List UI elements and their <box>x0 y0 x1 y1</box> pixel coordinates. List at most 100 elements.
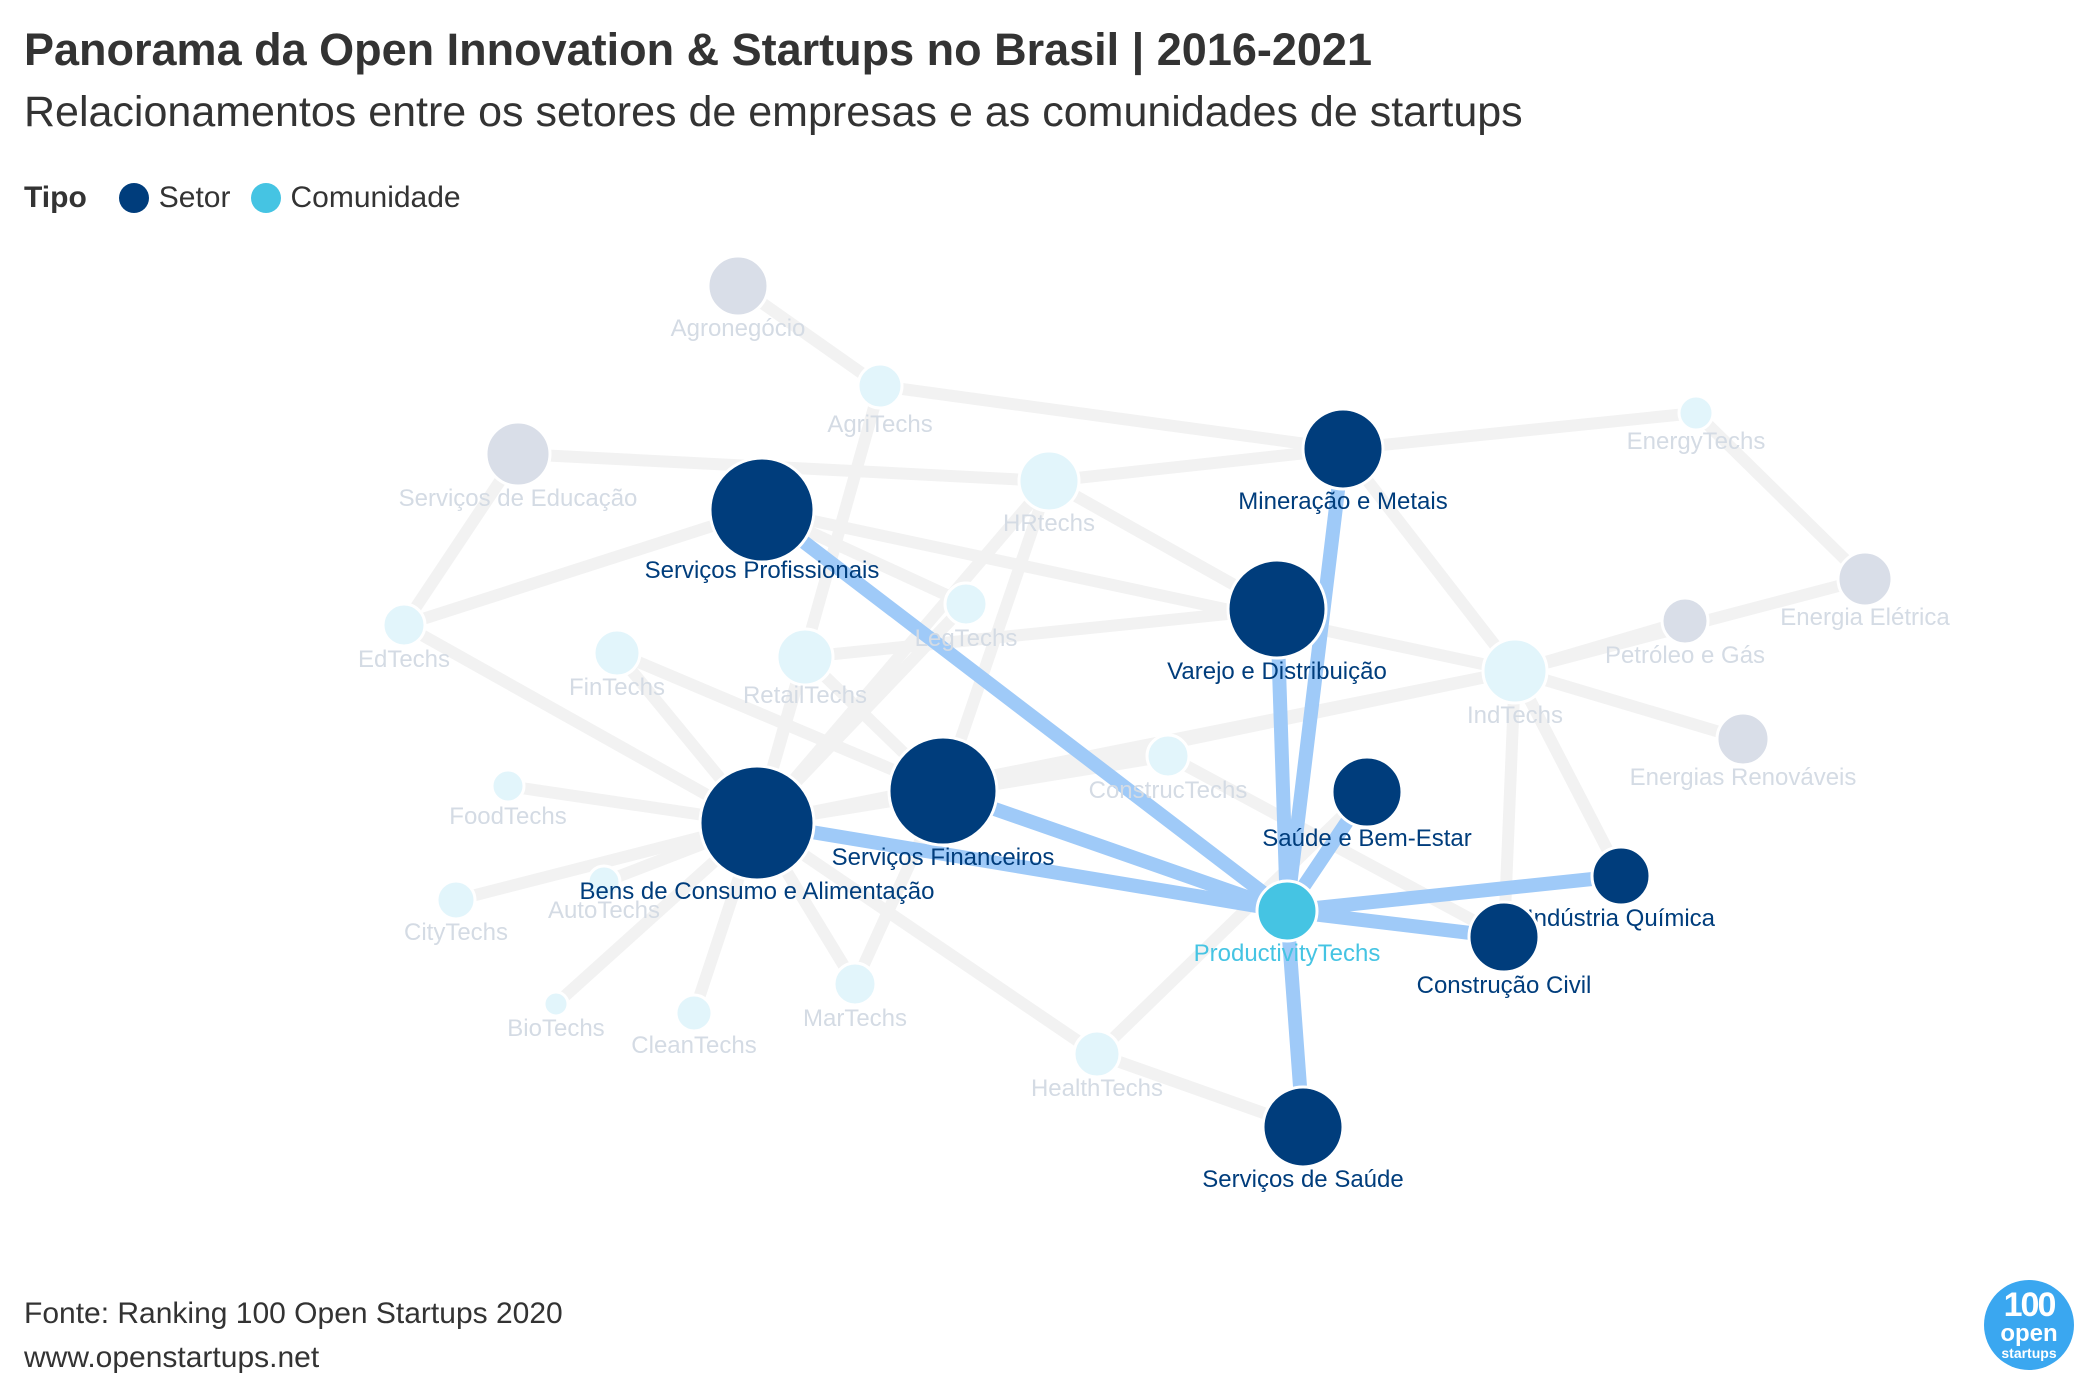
node-circle-biotechs[interactable] <box>542 990 570 1018</box>
node-label-productivitytechs: ProductivityTechs <box>1194 940 1381 967</box>
node-circle-martechs[interactable] <box>832 961 878 1007</box>
node-martechs[interactable]: MarTechs <box>803 961 907 1032</box>
node-circle-cleantechs[interactable] <box>674 993 714 1033</box>
edge-agritechs-mineracao-e-metais <box>874 380 1349 455</box>
footer: Fonte: Ranking 100 Open Startups 2020 ww… <box>24 1292 563 1380</box>
edge-mineracao-e-metais-energytechs <box>1337 407 1702 455</box>
node-agritechs[interactable]: AgriTechs <box>827 362 933 438</box>
node-productivitytechs[interactable]: ProductivityTechs <box>1194 879 1381 967</box>
node-edtechs[interactable]: EdTechs <box>358 602 450 673</box>
node-legtechs[interactable]: LegTechs <box>915 581 1018 652</box>
node-circle-productivitytechs[interactable] <box>1255 879 1319 943</box>
node-agronegocio[interactable]: Agronegócio <box>671 254 806 342</box>
logo-text-startups: startups <box>2001 1345 2057 1361</box>
node-circle-healthtechs[interactable] <box>1072 1029 1122 1079</box>
node-label-servicos-financeiros: Serviços Financeiros <box>832 844 1055 871</box>
nodes-layer: Agronegócio AgriTechs Serviços de Educação… <box>358 254 1950 1193</box>
node-label-foodtechs: FoodTechs <box>449 803 566 830</box>
node-varejo-e-distribuicao[interactable]: Varejo e Distribuição <box>1167 558 1387 685</box>
node-circle-agronegocio[interactable] <box>706 254 770 318</box>
page-subtitle: Relacionamentos entre os setores de empr… <box>24 88 1523 136</box>
node-label-hrtechs: HRtechs <box>1003 510 1095 537</box>
node-circle-foodtechs[interactable] <box>490 768 526 804</box>
node-circle-edtechs[interactable] <box>381 602 427 648</box>
node-foodtechs[interactable]: FoodTechs <box>449 768 567 830</box>
edge-healthtechs-saude-e-bem-estar <box>1091 786 1373 1060</box>
node-circle-bens-de-consumo-e-alimentacao[interactable] <box>698 764 816 882</box>
page-title: Panorama da Open Innovation & Startups n… <box>24 24 1372 75</box>
node-citytechs[interactable]: CityTechs <box>404 879 508 946</box>
edge-energytechs-energia-eletrica <box>1690 407 1871 585</box>
node-petroleo-e-gas[interactable]: Petróleo e Gás <box>1605 596 1765 669</box>
edges-layer <box>398 280 1871 1134</box>
node-circle-legtechs[interactable] <box>943 581 989 627</box>
node-label-constructechs: ConstrucTechs <box>1089 777 1248 804</box>
node-indtechs[interactable]: IndTechs <box>1467 637 1563 729</box>
legend-item-setor[interactable]: Setor <box>118 181 231 215</box>
node-circle-varejo-e-distribuicao[interactable] <box>1226 558 1328 660</box>
edge-healthtechs-bens-de-consumo-e-alimentacao <box>751 817 1103 1060</box>
node-label-citytechs: CityTechs <box>404 919 508 946</box>
node-circle-saude-e-bem-estar[interactable] <box>1330 755 1404 829</box>
node-industria-quimica[interactable]: Indústria Química <box>1527 845 1716 932</box>
node-label-construcao-civil: Construção Civil <box>1417 972 1592 999</box>
node-circle-energias-renovaveis[interactable] <box>1715 711 1771 767</box>
node-saude-e-bem-estar[interactable]: Saúde e Bem-Estar <box>1262 755 1472 852</box>
node-circle-agritechs[interactable] <box>856 362 904 410</box>
node-circle-citytechs[interactable] <box>435 879 477 921</box>
node-fintechs[interactable]: FinTechs <box>569 628 665 701</box>
node-construcao-civil[interactable]: Construção Civil <box>1417 900 1592 999</box>
node-circle-industria-quimica[interactable] <box>1590 845 1652 907</box>
legend-item-comunidade[interactable]: Comunidade <box>250 181 461 215</box>
node-servicos-de-saude[interactable]: Serviços de Saúde <box>1202 1085 1404 1193</box>
node-label-servicos-de-saude: Serviços de Saúde <box>1202 1166 1403 1193</box>
node-label-energytechs: EnergyTechs <box>1627 428 1766 455</box>
edge-mineracao-e-metais-indtechs <box>1337 443 1521 677</box>
logo-text-open: open <box>2000 1320 2058 1347</box>
network-graph[interactable]: Agronegócio AgriTechs Serviços de Educação… <box>0 0 2094 1220</box>
node-circle-servicos-profissionais[interactable] <box>708 456 816 564</box>
node-label-industria-quimica: Indústria Química <box>1527 905 1716 932</box>
node-energias-renovaveis[interactable]: Energias Renováveis <box>1630 711 1857 791</box>
node-autotechs[interactable]: AutoTechs <box>548 864 660 924</box>
node-label-agritechs: AgriTechs <box>827 411 932 438</box>
node-hrtechs[interactable]: HRtechs <box>1003 449 1095 537</box>
node-circle-constructechs[interactable] <box>1145 733 1191 779</box>
node-label-agronegocio: Agronegócio <box>671 315 806 342</box>
node-servicos-profissionais[interactable]: Serviços Profissionais <box>645 456 880 584</box>
edge-edtechs-servicos-profissionais <box>398 504 768 631</box>
node-label-legtechs: LegTechs <box>915 625 1018 652</box>
node-circle-fintechs[interactable] <box>592 628 642 678</box>
node-healthtechs[interactable]: HealthTechs <box>1031 1029 1163 1102</box>
node-label-fintechs: FinTechs <box>569 674 665 701</box>
node-retailtechs[interactable]: RetailTechs <box>743 627 867 709</box>
node-circle-servicos-de-educacao[interactable] <box>484 420 552 488</box>
node-biotechs[interactable]: BioTechs <box>507 990 605 1042</box>
node-servicos-financeiros[interactable]: Serviços Financeiros <box>832 735 1055 871</box>
node-circle-mineracao-e-metais[interactable] <box>1301 407 1385 491</box>
node-circle-construcao-civil[interactable] <box>1467 900 1541 974</box>
edge-hrtechs-mineracao-e-metais <box>1043 443 1349 487</box>
node-cleantechs[interactable]: CleanTechs <box>631 993 757 1059</box>
node-mineracao-e-metais[interactable]: Mineração e Metais <box>1238 407 1448 515</box>
node-label-energias-renovaveis: Energias Renováveis <box>1630 764 1857 791</box>
node-circle-servicos-financeiros[interactable] <box>887 735 999 847</box>
node-energia-eletrica[interactable]: Energia Elétrica <box>1780 550 1950 631</box>
node-circle-indtechs[interactable] <box>1481 637 1549 705</box>
node-circle-energytechs[interactable] <box>1677 394 1715 432</box>
node-circle-hrtechs[interactable] <box>1017 449 1081 513</box>
node-constructechs[interactable]: ConstrucTechs <box>1089 733 1248 804</box>
node-circle-petroleo-e-gas[interactable] <box>1660 596 1710 646</box>
node-bens-de-consumo-e-alimentacao[interactable]: Bens de Consumo e Alimentação <box>580 764 935 905</box>
node-label-biotechs: BioTechs <box>507 1015 604 1042</box>
node-circle-autotechs[interactable] <box>586 864 622 900</box>
node-servicos-de-educacao[interactable]: Serviços de Educação <box>399 420 638 512</box>
edge-indtechs-industria-quimica <box>1509 665 1627 882</box>
node-circle-retailtechs[interactable] <box>775 627 835 687</box>
node-label-petroleo-e-gas: Petróleo e Gás <box>1605 642 1765 669</box>
edge-energias-renovaveis-indtechs <box>1509 665 1749 745</box>
node-circle-servicos-de-saude[interactable] <box>1261 1085 1345 1169</box>
node-energytechs[interactable]: EnergyTechs <box>1627 394 1766 455</box>
legend: Tipo Setor Comunidade <box>24 178 481 218</box>
node-circle-energia-eletrica[interactable] <box>1836 550 1894 608</box>
